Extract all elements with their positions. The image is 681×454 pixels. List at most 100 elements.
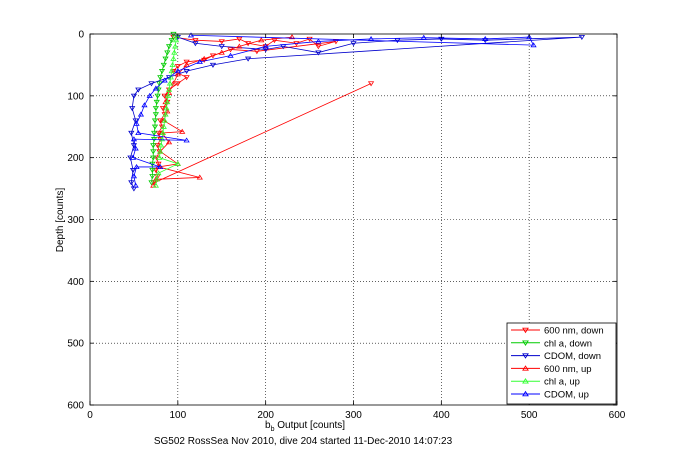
- series-line: [155, 35, 179, 186]
- legend-entry: 600 nm, up: [511, 364, 592, 375]
- data-point: [164, 50, 171, 56]
- data-point: [170, 80, 177, 86]
- data-point: [315, 38, 322, 44]
- data-point: [170, 69, 177, 75]
- data-point: [157, 75, 164, 81]
- y-tick-label: 600: [67, 401, 84, 412]
- data-point: [165, 44, 173, 50]
- data-point: [135, 130, 142, 136]
- legend-box: [506, 322, 617, 405]
- data-point: [151, 124, 159, 130]
- data-point: [165, 139, 173, 145]
- y-tick-label: 500: [67, 339, 84, 350]
- data-point: [174, 160, 181, 166]
- x-tick-label: 200: [257, 410, 274, 421]
- data-point: [163, 105, 170, 111]
- data-point: [159, 106, 167, 112]
- data-point: [196, 174, 203, 180]
- data-point: [165, 75, 173, 81]
- data-point: [218, 44, 225, 50]
- data-point: [155, 161, 162, 167]
- legend-entry: 600 nm, down: [511, 326, 604, 337]
- data-point: [183, 137, 190, 143]
- data-point: [183, 59, 190, 65]
- y-tick-label: 100: [67, 91, 84, 102]
- data-point: [367, 36, 375, 42]
- legend-marker: [522, 365, 529, 371]
- legend-marker: [522, 340, 529, 346]
- data-point: [196, 58, 203, 64]
- data-point: [154, 143, 161, 149]
- data-point: [158, 124, 166, 130]
- series-layer: [127, 31, 585, 192]
- data-point: [526, 34, 533, 40]
- data-point: [192, 38, 199, 44]
- y-tick-label: 400: [67, 277, 84, 288]
- data-point: [152, 182, 159, 188]
- data-point: [162, 111, 169, 117]
- data-point: [183, 62, 190, 67]
- data-point: [218, 39, 225, 45]
- x-axis-label: bb Output [counts]: [265, 420, 345, 433]
- data-point: [135, 87, 142, 93]
- data-point: [157, 118, 164, 124]
- data-point: [306, 36, 313, 42]
- data-point: [154, 93, 161, 99]
- data-point: [174, 68, 181, 74]
- legend-label: CDOM, up: [544, 390, 589, 401]
- data-point: [152, 112, 159, 118]
- x-tick-label: 300: [345, 410, 362, 421]
- data-point: [137, 111, 145, 117]
- figure-caption: SG502 RossSea Nov 2010, dive 204 started…: [154, 436, 453, 447]
- data-point: [315, 50, 322, 56]
- data-point: [129, 154, 137, 160]
- legend-entry: chl a, down: [511, 338, 592, 349]
- x-tick-label: 0: [87, 410, 93, 421]
- x-tick-label: 400: [433, 410, 450, 421]
- legend-marker: [522, 327, 529, 334]
- data-point: [165, 86, 173, 92]
- data-point: [174, 81, 181, 87]
- data-point: [201, 55, 208, 61]
- data-point: [132, 145, 139, 151]
- legend-entry: chl a, up: [511, 377, 580, 388]
- data-point: [253, 49, 261, 55]
- data-point: [158, 142, 165, 148]
- data-point: [151, 118, 159, 124]
- data-point: [160, 123, 167, 129]
- data-point: [132, 182, 139, 188]
- data-point: [160, 62, 167, 68]
- x-axis-ticks: 0 100 200 300 400 500 600: [87, 34, 626, 421]
- data-point: [157, 148, 164, 154]
- y-tick-label: 0: [78, 30, 84, 41]
- data-point: [149, 174, 156, 180]
- data-point: [161, 93, 168, 99]
- data-point: [168, 38, 175, 44]
- data-point: [133, 164, 140, 170]
- data-point: [187, 32, 195, 38]
- data-point: [146, 92, 153, 98]
- data-point: [148, 180, 155, 186]
- data-point: [150, 143, 157, 149]
- data-point: [161, 117, 168, 123]
- data-point: [150, 130, 158, 136]
- data-point: [172, 37, 180, 43]
- data-point: [159, 130, 167, 136]
- data-point: [288, 34, 296, 40]
- data-point: [152, 85, 159, 91]
- data-point: [236, 43, 243, 49]
- data-point: [161, 77, 168, 83]
- data-point: [192, 41, 199, 47]
- legend-marker: [522, 353, 529, 359]
- legend-marker: [522, 378, 529, 384]
- data-point: [157, 164, 164, 170]
- x-tick-label: 600: [609, 410, 626, 421]
- data-point: [166, 80, 174, 86]
- data-point: [179, 128, 186, 134]
- data-point: [149, 167, 156, 173]
- data-point: [262, 43, 269, 49]
- legend-entry: CDOM, up: [511, 390, 589, 401]
- data-point: [174, 64, 181, 70]
